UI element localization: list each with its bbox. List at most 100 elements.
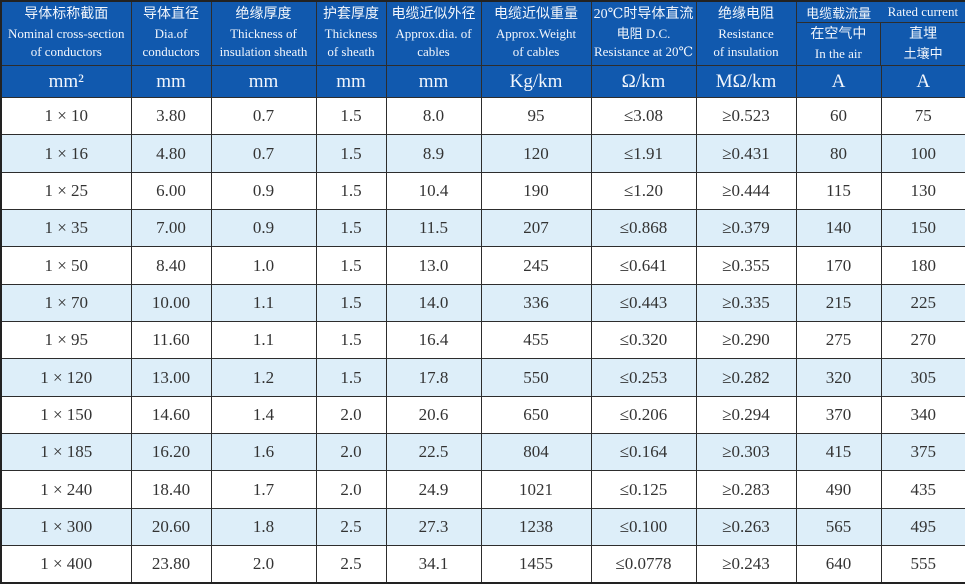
table-cell: 2.0: [315, 433, 387, 472]
header-line-en: of sheath: [327, 44, 375, 60]
header-line-mixed: 电阻 D.C.: [616, 25, 671, 41]
unit-cell: mm: [385, 65, 482, 98]
table-cell: 1.1: [210, 321, 317, 360]
table-cell: ≥0.263: [695, 507, 797, 547]
table-cell: 130: [880, 171, 965, 211]
table-cell: 1 × 35: [0, 209, 132, 248]
table-cell: 10.4: [385, 171, 482, 211]
table-cell: 1.5: [315, 171, 387, 211]
rated-current-title-en: Rated current: [887, 4, 959, 19]
header-line-en: Resistance at 20℃: [593, 44, 694, 60]
header-line-en: conductors: [142, 44, 200, 60]
col-header-buried: 直埋 土壤中: [880, 23, 965, 65]
table-cell: 415: [795, 433, 882, 472]
table-cell: 1.7: [210, 470, 317, 509]
table-cell: 1.5: [315, 209, 387, 248]
table-cell: ≥0.355: [695, 246, 797, 285]
header-line-zh: 绝缘厚度: [235, 7, 292, 23]
table-cell: ≤3.08: [590, 96, 697, 136]
header-line-zh: 直埋: [909, 26, 938, 42]
table-cell: 14.60: [130, 395, 212, 435]
unit-cell: mm: [315, 65, 387, 98]
table-cell: 20.60: [130, 507, 212, 547]
table-cell: 435: [880, 470, 965, 509]
unit-cell: mm: [210, 65, 317, 98]
table-cell: 320: [795, 358, 882, 397]
table-cell: 80: [795, 134, 882, 173]
header-line-zh: 20℃时导体直流: [593, 7, 694, 23]
unit-cell: A: [795, 65, 882, 98]
table-cell: 1 × 70: [0, 283, 132, 323]
table-cell: 490: [795, 470, 882, 509]
header-line-zh: 在空气中: [810, 26, 867, 42]
table-row: 1 × 50 8.40 1.0 1.5 13.0 245 ≤0.641 ≥0.3…: [0, 246, 965, 285]
table-cell: 17.8: [385, 358, 482, 397]
unit-cell: mm²: [0, 65, 132, 98]
unit-cell: A: [880, 65, 965, 98]
table-cell: 10.00: [130, 283, 212, 323]
table-cell: 1455: [480, 545, 592, 584]
table-cell: 550: [480, 358, 592, 397]
table-cell: ≥0.431: [695, 134, 797, 173]
col-header-conductor-diameter: 导体直径 Dia.of conductors: [130, 0, 212, 66]
header-line-zh: 电缆近似重量: [494, 7, 578, 23]
col-header-rated-current-group: 电缆载流量 Rated current 在空气中 In the air 直埋 土…: [795, 0, 965, 66]
table-cell: 2.5: [315, 545, 387, 584]
table-cell: 1.0: [210, 246, 317, 285]
table-cell: ≤0.125: [590, 470, 697, 509]
table-cell: 27.3: [385, 507, 482, 547]
table-cell: 0.7: [210, 96, 317, 136]
table-cell: 207: [480, 209, 592, 248]
table-cell: 1.4: [210, 395, 317, 435]
table-cell: 1 × 150: [0, 395, 132, 435]
table-cell: 1 × 95: [0, 321, 132, 360]
table-cell: 1.8: [210, 507, 317, 547]
table-cell: 1 × 300: [0, 507, 132, 547]
table-cell: 565: [795, 507, 882, 547]
table-cell: 1.5: [315, 358, 387, 397]
table-cell: ≤0.443: [590, 283, 697, 323]
table-cell: ≥0.303: [695, 433, 797, 472]
table-cell: 8.40: [130, 246, 212, 285]
header-line-en: cables: [417, 44, 450, 60]
table-cell: ≤0.0778: [590, 545, 697, 584]
table-cell: 2.0: [315, 395, 387, 435]
table-cell: 75: [880, 96, 965, 136]
table-row: 1 × 10 3.80 0.7 1.5 8.0 95 ≤3.08 ≥0.523 …: [0, 96, 965, 136]
table-cell: 11.60: [130, 321, 212, 360]
header-line-zh: 导体直径: [143, 7, 199, 23]
table-cell: 1 × 50: [0, 246, 132, 285]
table-cell: 115: [795, 171, 882, 211]
table-cell: ≤0.641: [590, 246, 697, 285]
table-cell: 1.1: [210, 283, 317, 323]
table-cell: 120: [480, 134, 592, 173]
header-line-en: of conductors: [30, 44, 102, 60]
table-cell: 1 × 10: [0, 96, 132, 136]
table-cell: 7.00: [130, 209, 212, 248]
col-header-dc-resistance: 20℃时导体直流 电阻 D.C. Resistance at 20℃: [590, 0, 697, 66]
table-row: 1 × 300 20.60 1.8 2.5 27.3 1238 ≤0.100 ≥…: [0, 507, 965, 547]
header-line-en: insulation sheath: [219, 44, 308, 60]
rated-current-title-zh: 电缆载流量: [806, 5, 872, 21]
header-line-zh: 导体标称截面: [24, 7, 109, 23]
table-cell: 11.5: [385, 209, 482, 248]
table-cell: 1 × 240: [0, 470, 132, 509]
table-cell: 1.6: [210, 433, 317, 472]
table-row: 1 × 25 6.00 0.9 1.5 10.4 190 ≤1.20 ≥0.44…: [0, 171, 965, 211]
unit-cell: mm: [130, 65, 212, 98]
unit-cell: Kg/km: [480, 65, 592, 98]
table-cell: 215: [795, 283, 882, 323]
table-cell: 1.5: [315, 246, 387, 285]
table-cell: 1.5: [315, 321, 387, 360]
table-cell: ≤0.253: [590, 358, 697, 397]
table-cell: ≥0.283: [695, 470, 797, 509]
table-cell: 375: [880, 433, 965, 472]
units-row: mm² mm mm mm mm Kg/km Ω/km MΩ/km A A: [0, 65, 965, 98]
table-cell: 100: [880, 134, 965, 173]
table-cell: 1.5: [315, 96, 387, 136]
table-cell: 0.7: [210, 134, 317, 173]
table-cell: 6.00: [130, 171, 212, 211]
table-cell: 0.9: [210, 171, 317, 211]
header-line-en: Approx.dia. of: [395, 25, 472, 41]
